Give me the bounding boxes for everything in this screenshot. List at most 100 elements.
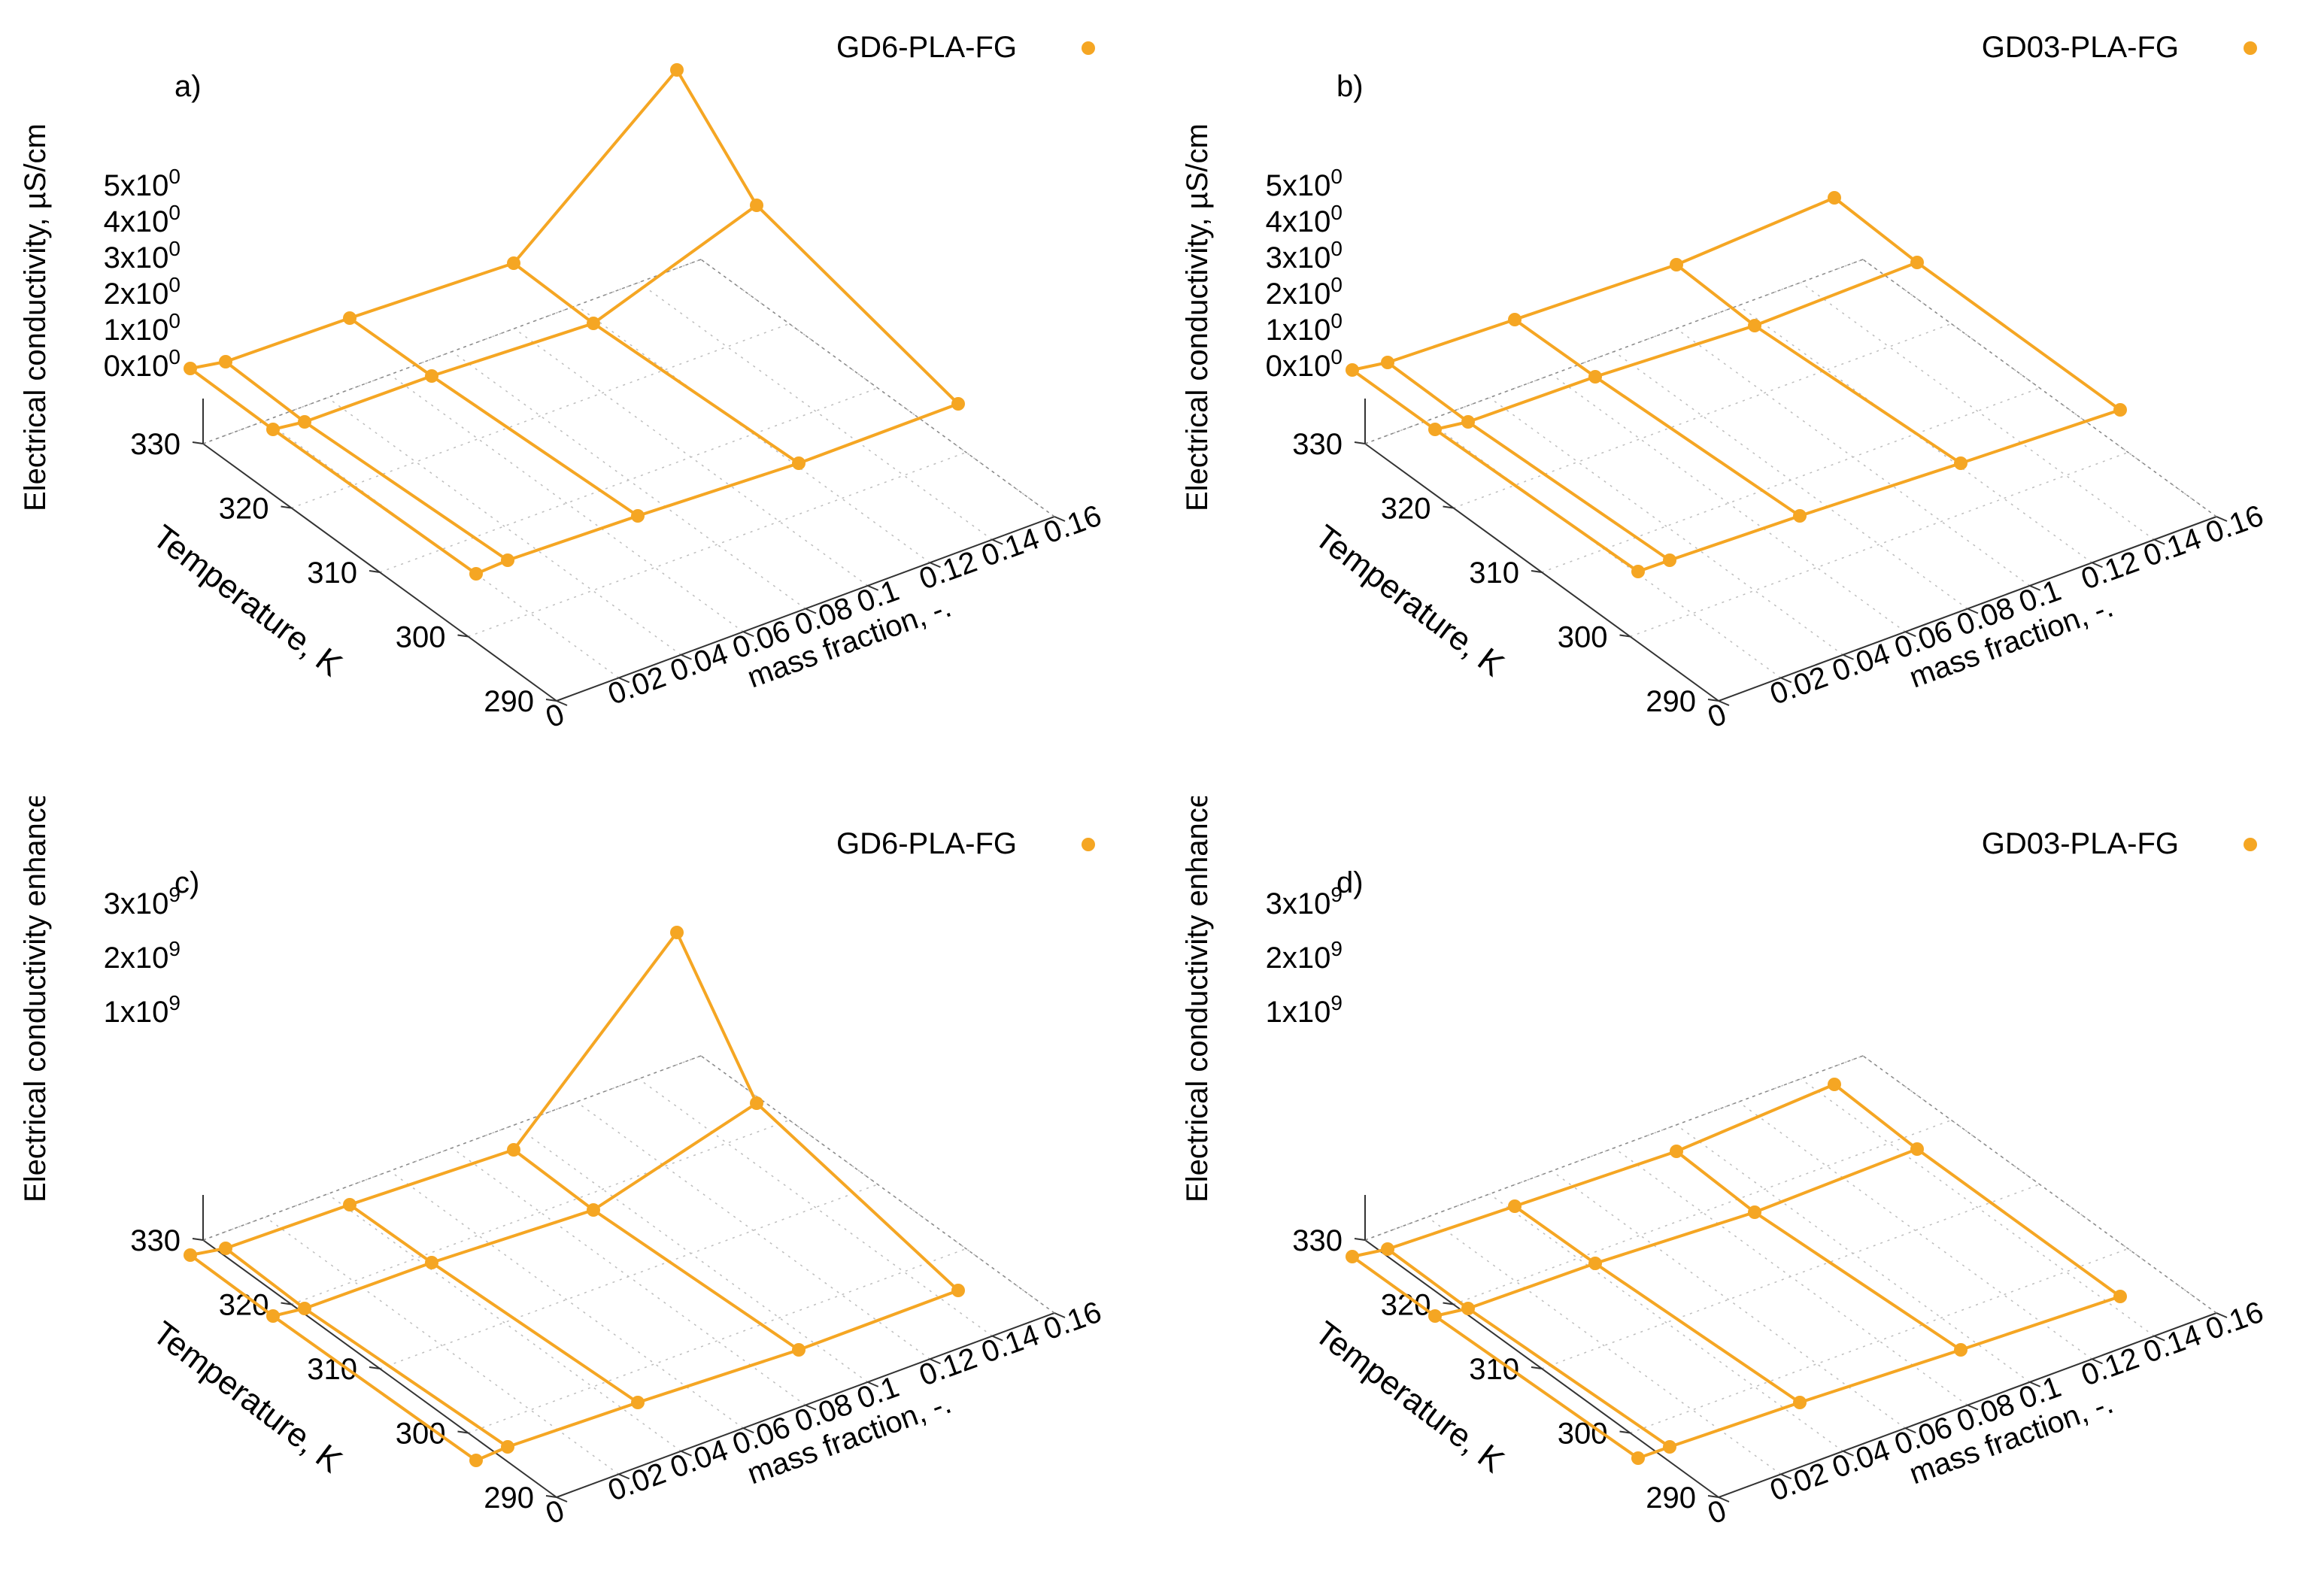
surface-mesh bbox=[1346, 191, 2127, 578]
side-edge bbox=[700, 1055, 1055, 1314]
series-line-mass-fraction bbox=[1513, 1205, 1801, 1404]
y-tick-label: 330 bbox=[130, 1224, 181, 1257]
grid-line-x bbox=[265, 1216, 620, 1475]
panel-d: 0 0.02 0.04 0.06 0.08 0.1 0.12 0.14 0.16 290 300 31… bbox=[1162, 796, 2324, 1592]
legend-label: GD6-PLA-FG bbox=[836, 827, 1017, 860]
x-tick-mark bbox=[556, 1496, 568, 1503]
panel-a: 0 0.02 0.04 0.06 0.08 0.1 0.12 0.14 0.16 290 300 31… bbox=[0, 0, 1162, 796]
axis-box bbox=[1354, 259, 2228, 706]
data-point bbox=[1461, 415, 1475, 429]
x-tick-mark bbox=[1967, 608, 1979, 614]
y-axis-title: Temperature, K bbox=[1308, 1315, 1511, 1480]
data-point bbox=[184, 362, 197, 375]
data-point bbox=[1381, 356, 1394, 369]
y-tick-label: 300 bbox=[1558, 621, 1608, 654]
series-line-temperature bbox=[190, 931, 678, 1257]
data-point bbox=[1346, 363, 1359, 377]
grid-line-y bbox=[379, 1184, 878, 1369]
grid-line-x bbox=[327, 1193, 681, 1452]
chart-svg: 00.020.040.060.080.10.120.140.1629030031… bbox=[1181, 31, 2268, 734]
data-point bbox=[1828, 191, 1841, 205]
data-point bbox=[298, 415, 311, 429]
z-tick-label: 1x109 bbox=[1266, 991, 1343, 1029]
chart-svg: 00.020.040.060.080.10.120.140.1629030031… bbox=[1181, 796, 2268, 1530]
panel-label: a) bbox=[174, 70, 202, 103]
y-tick-label: 290 bbox=[1646, 1481, 1696, 1515]
y-tick-mark bbox=[545, 699, 557, 702]
y-tick-label: 310 bbox=[307, 556, 357, 590]
z-tick-label: 3x109 bbox=[1266, 883, 1343, 920]
x-tick-mark bbox=[556, 700, 568, 706]
axis-box bbox=[192, 1055, 1066, 1503]
x-tick-mark bbox=[2153, 538, 2165, 545]
x-tick-label: 0.02 bbox=[1766, 660, 1832, 711]
x-tick-mark bbox=[805, 1404, 817, 1411]
data-point bbox=[501, 553, 514, 567]
data-point bbox=[1346, 1250, 1359, 1263]
x-tick-mark bbox=[1843, 1450, 1854, 1457]
x-tick-mark bbox=[2216, 516, 2228, 522]
x-tick-label: 0 bbox=[542, 1494, 569, 1531]
y-tick-mark bbox=[1707, 699, 1719, 702]
series-line-temperature bbox=[475, 402, 959, 575]
x-tick-mark bbox=[681, 1450, 692, 1457]
grid-line-y bbox=[1541, 387, 2040, 573]
x-tick-mark bbox=[1780, 1473, 1792, 1480]
series-line-mass-fraction bbox=[348, 317, 639, 517]
legend-marker bbox=[1082, 838, 1095, 851]
data-point bbox=[792, 456, 806, 470]
data-point bbox=[587, 1203, 600, 1217]
data-point bbox=[1670, 1145, 1683, 1158]
series-line-temperature bbox=[1637, 408, 2121, 573]
series-line-mass-fraction bbox=[675, 68, 960, 405]
data-point bbox=[1793, 1396, 1807, 1409]
z-tick-label: 5x100 bbox=[1266, 165, 1343, 202]
y-tick-mark bbox=[281, 505, 292, 509]
z-tick-label: 2x109 bbox=[1266, 937, 1343, 975]
data-point bbox=[2113, 1290, 2127, 1303]
side-edge bbox=[700, 259, 1055, 517]
z-tick-label: 4x100 bbox=[104, 201, 181, 238]
data-point bbox=[1748, 319, 1761, 332]
x-tick-mark bbox=[991, 538, 1003, 545]
x-tick-mark bbox=[2153, 1335, 2165, 1342]
tick-labels: 00.020.040.060.080.10.120.140.1629030031… bbox=[1266, 165, 2268, 734]
x-tick-label: 0.16 bbox=[1039, 499, 1106, 550]
data-point bbox=[1793, 509, 1807, 523]
y-tick-label: 330 bbox=[130, 428, 181, 461]
data-point bbox=[1954, 456, 1968, 470]
y-axis-title: Temperature, K bbox=[146, 1315, 349, 1480]
x-tick-label: 0.02 bbox=[1766, 1457, 1832, 1508]
x-tick-mark bbox=[2029, 584, 2041, 591]
panel-label: c) bbox=[174, 866, 199, 899]
x-tick-label: 0.04 bbox=[1828, 637, 1895, 688]
grid-line-x bbox=[327, 397, 681, 656]
data-point bbox=[670, 63, 684, 77]
data-point bbox=[343, 1198, 356, 1211]
x-tick-label: 0.04 bbox=[1828, 1433, 1895, 1484]
y-tick-mark bbox=[1619, 634, 1631, 638]
chart-svg: 00.020.040.060.080.10.120.140.1629030031… bbox=[19, 31, 1106, 734]
data-point bbox=[469, 567, 483, 581]
z-tick-label: 0x100 bbox=[104, 345, 181, 383]
data-point bbox=[1588, 370, 1602, 384]
x-tick-mark bbox=[2092, 562, 2103, 569]
x-tick-mark bbox=[742, 631, 754, 638]
series-line-mass-fraction bbox=[675, 932, 960, 1292]
series-line-mass-fraction bbox=[189, 1254, 478, 1462]
back-edge bbox=[1364, 259, 1864, 444]
data-point bbox=[1381, 1242, 1394, 1256]
back-edge bbox=[202, 1055, 702, 1241]
grid-line-x bbox=[1800, 1078, 2155, 1337]
legend-marker bbox=[2244, 838, 2257, 851]
x-tick-label: 0.16 bbox=[1039, 1295, 1106, 1346]
data-point bbox=[951, 397, 965, 411]
grid-line-y bbox=[468, 451, 966, 638]
data-point bbox=[631, 1396, 645, 1409]
z-tick-label: 3x100 bbox=[104, 237, 181, 274]
y-tick-mark bbox=[457, 634, 469, 638]
series-line-mass-fraction bbox=[1675, 1150, 1962, 1351]
data-point bbox=[631, 509, 645, 523]
x-tick-label: 0.12 bbox=[2077, 1342, 2143, 1393]
z-tick-label: 2x100 bbox=[104, 273, 181, 311]
